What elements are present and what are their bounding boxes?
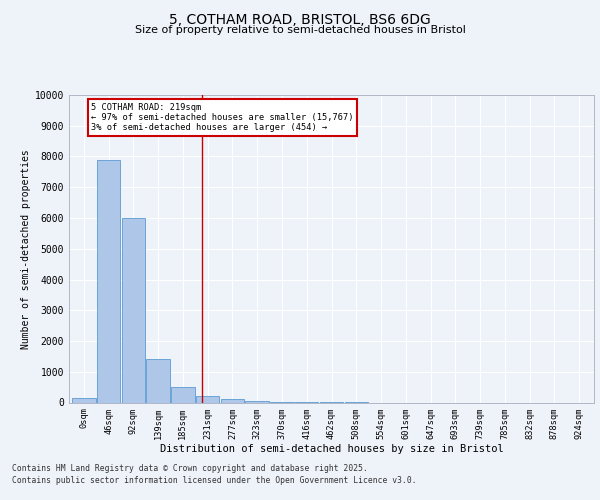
Bar bbox=[245, 400, 269, 402]
Bar bbox=[146, 360, 170, 403]
Text: 5 COTHAM ROAD: 219sqm
← 97% of semi-detached houses are smaller (15,767)
3% of s: 5 COTHAM ROAD: 219sqm ← 97% of semi-deta… bbox=[91, 102, 354, 132]
Bar bbox=[171, 388, 194, 402]
Text: Contains HM Land Registry data © Crown copyright and database right 2025.: Contains HM Land Registry data © Crown c… bbox=[12, 464, 368, 473]
Text: 5, COTHAM ROAD, BRISTOL, BS6 6DG: 5, COTHAM ROAD, BRISTOL, BS6 6DG bbox=[169, 12, 431, 26]
Bar bbox=[97, 160, 121, 402]
Bar bbox=[122, 218, 145, 402]
Bar bbox=[72, 398, 95, 402]
Y-axis label: Number of semi-detached properties: Number of semi-detached properties bbox=[20, 149, 31, 348]
Text: Contains public sector information licensed under the Open Government Licence v3: Contains public sector information licen… bbox=[12, 476, 416, 485]
Text: Size of property relative to semi-detached houses in Bristol: Size of property relative to semi-detach… bbox=[134, 25, 466, 35]
Bar bbox=[196, 396, 220, 402]
X-axis label: Distribution of semi-detached houses by size in Bristol: Distribution of semi-detached houses by … bbox=[160, 444, 503, 454]
Bar bbox=[221, 398, 244, 402]
